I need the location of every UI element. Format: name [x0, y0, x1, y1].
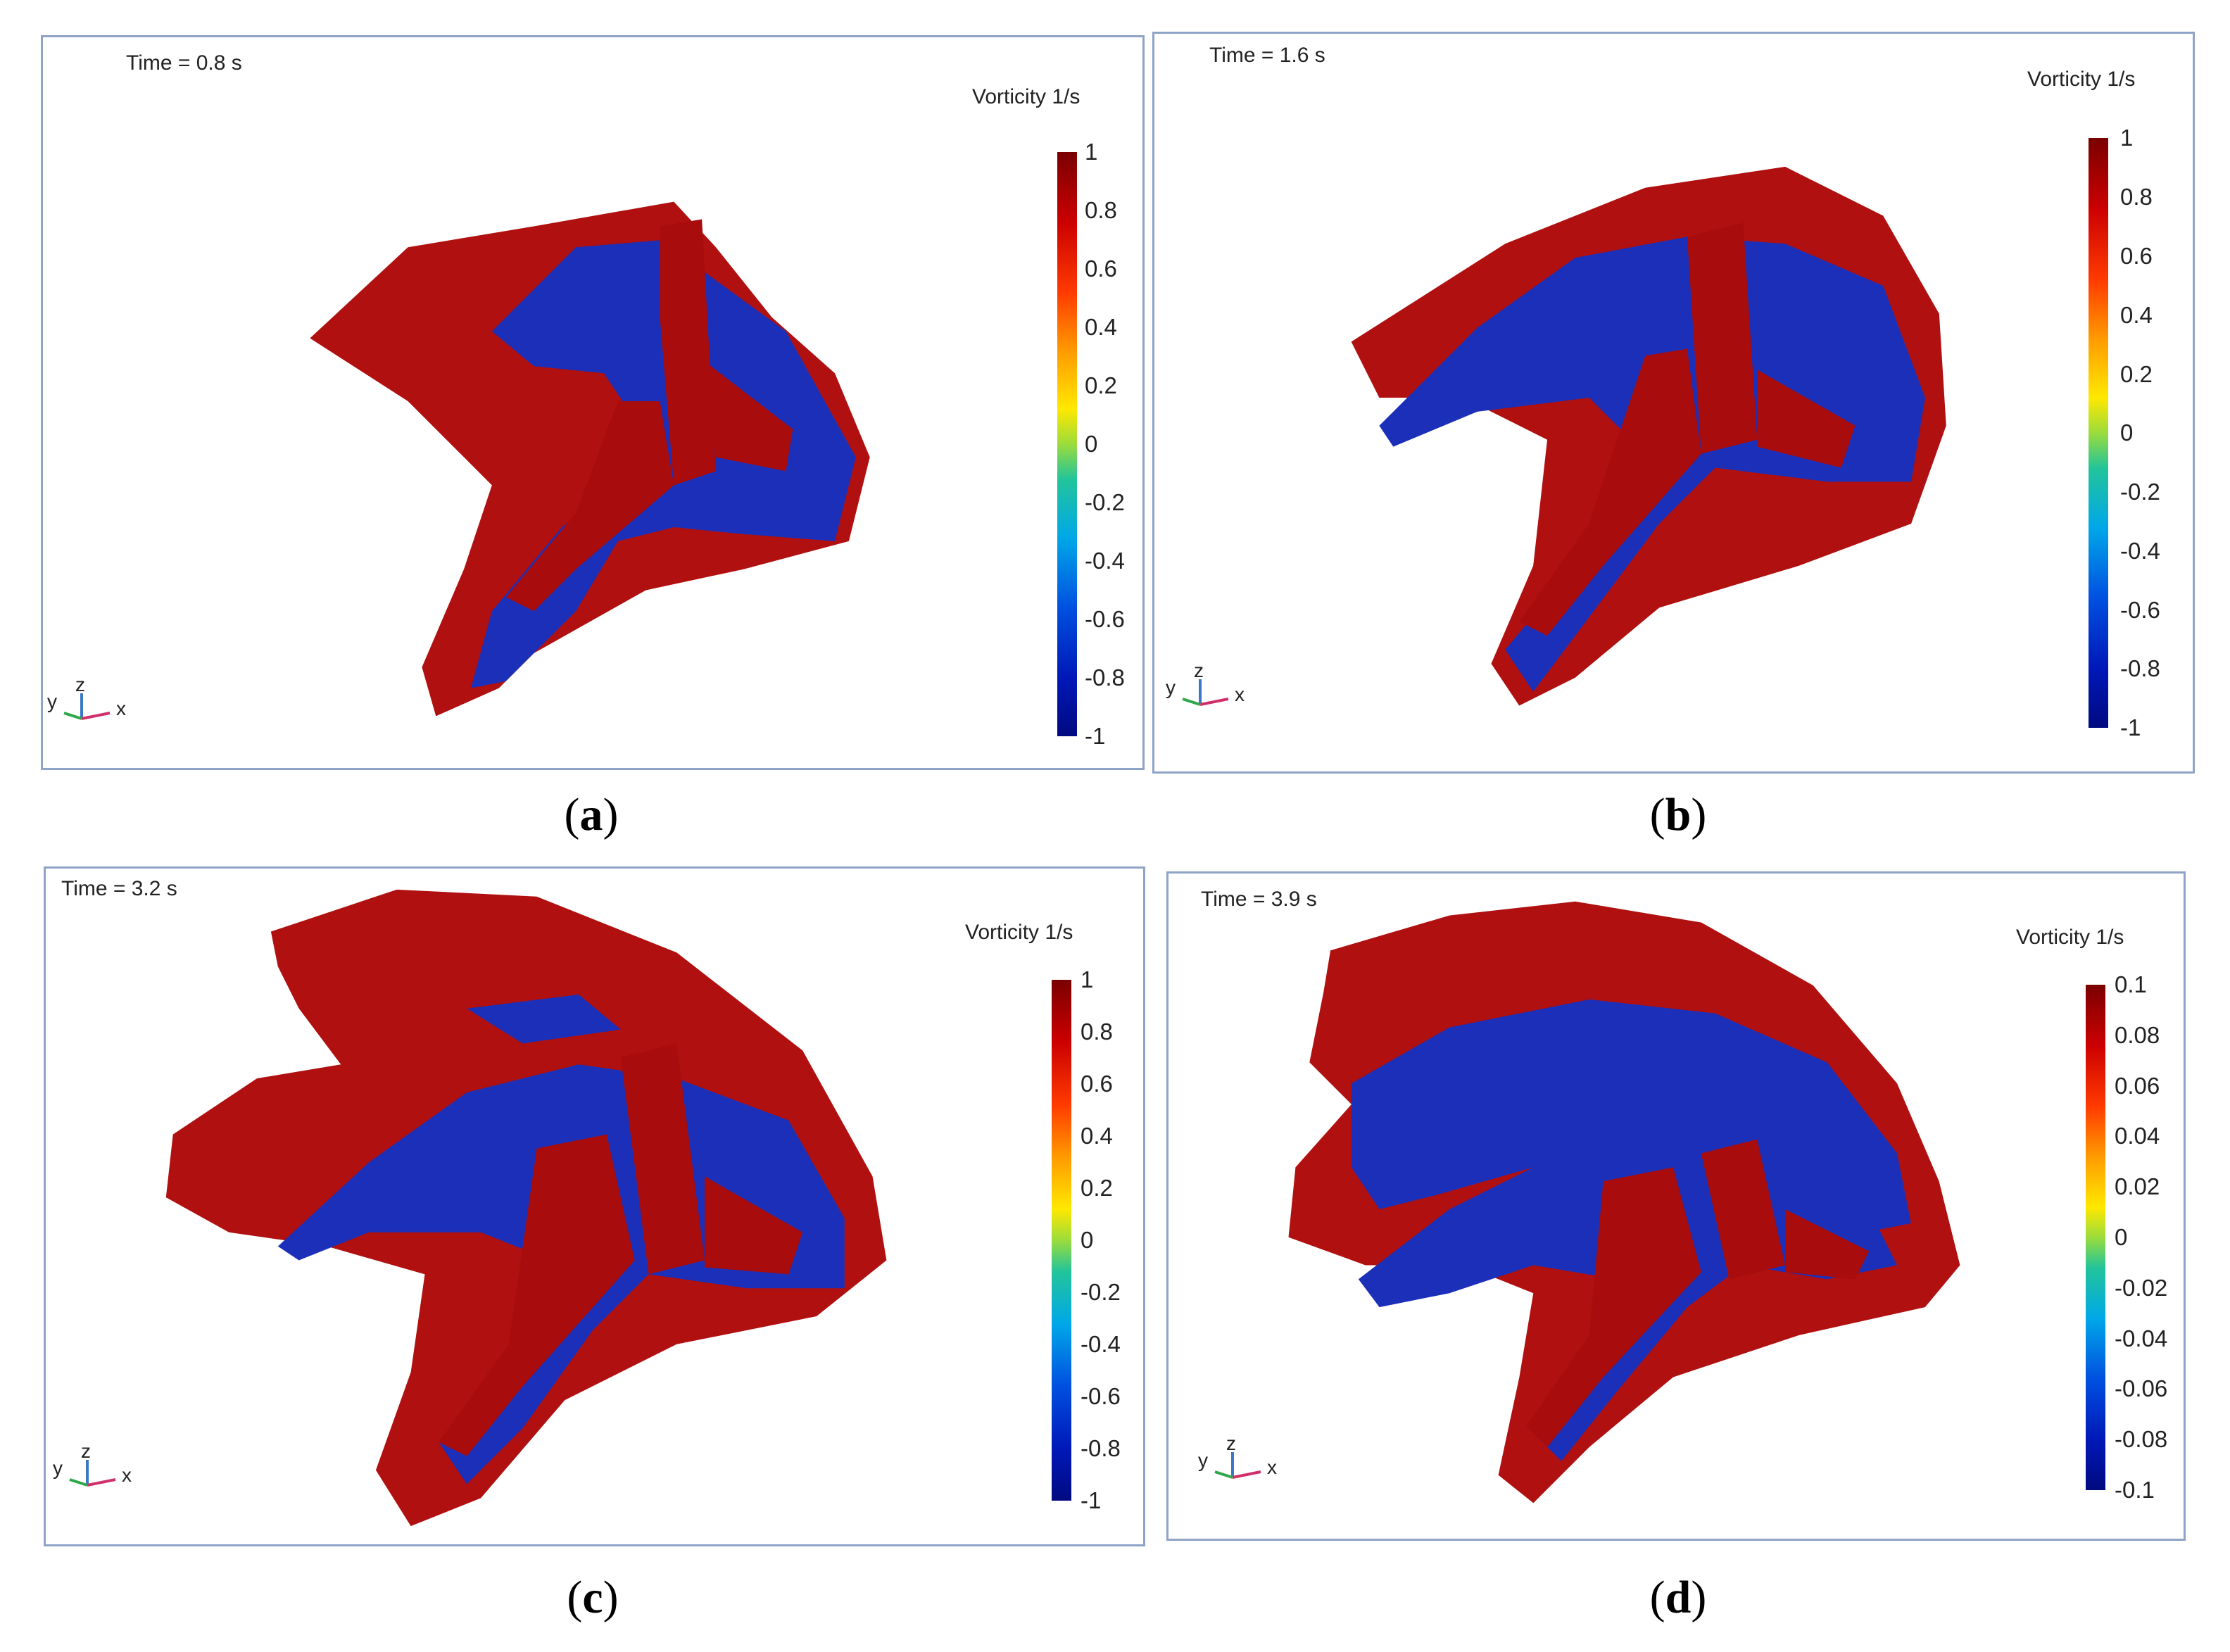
caption-d: (d) — [1649, 1572, 1707, 1623]
colorbar-tick: -1 — [1081, 1487, 1102, 1513]
colorbar-tick: 0 — [2115, 1224, 2128, 1250]
colorbar-tick: 0 — [1081, 1227, 1094, 1253]
colorbar-title: Vorticity 1/s — [2016, 926, 2124, 949]
axis-z-label: z — [1226, 1432, 1236, 1454]
axis-z-label: z — [75, 674, 85, 695]
colorbar-tick: 0.04 — [2115, 1123, 2160, 1149]
axes-triad: y z x — [1194, 1432, 1285, 1486]
colorbar — [2089, 138, 2108, 728]
colorbar-tick: 0.8 — [1085, 197, 1117, 223]
panel-c: Time = 3.2 s Vorticity 1/s 1 0.8 0.6 0.4… — [44, 866, 1145, 1546]
axis-x-label: x — [1235, 683, 1245, 705]
colorbar-title: Vorticity 1/s — [965, 921, 1073, 944]
colorbar-tick: -0.6 — [1081, 1383, 1121, 1409]
axis-x-label: x — [122, 1464, 132, 1486]
colorbar-tick: -1 — [2120, 714, 2141, 740]
colorbar-tick: -0.02 — [2115, 1275, 2168, 1301]
colorbar-tick: -0.6 — [1085, 606, 1125, 632]
caption-c: (c) — [567, 1572, 619, 1623]
colorbar-tick: -0.04 — [2115, 1325, 2168, 1351]
axes-triad: y z x — [43, 674, 134, 727]
time-label: Time = 1.6 s — [1209, 44, 1325, 67]
axes-triad-icon — [63, 693, 111, 720]
colorbar-tick: -0.1 — [2115, 1477, 2155, 1503]
colorbar-tick: 0.2 — [2120, 361, 2153, 387]
colorbar-tick: 0 — [1085, 431, 1098, 457]
colorbar-tick: -0.08 — [2115, 1426, 2168, 1452]
colorbar-tick: 1 — [1085, 139, 1098, 165]
colorbar — [1052, 980, 1071, 1501]
caption-b: (b) — [1649, 789, 1707, 840]
caption-a: (a) — [564, 789, 619, 840]
axes-triad: y z x — [1161, 660, 1253, 713]
colorbar-tick: -0.4 — [2120, 538, 2160, 564]
colorbar-tick: 0.6 — [2120, 243, 2153, 269]
colorbar-tick: 0.2 — [1085, 372, 1117, 398]
colorbar-tick: -0.8 — [1085, 664, 1125, 691]
axis-x-label: x — [1267, 1456, 1277, 1478]
panel-a: Time = 0.8 s Vorticity 1/s 1 0.8 0.6 0.4… — [41, 35, 1145, 770]
colorbar-tick: -0.06 — [2115, 1375, 2168, 1401]
vorticity-isosurface-d — [1288, 901, 1960, 1503]
time-label: Time = 3.9 s — [1201, 888, 1317, 911]
colorbar-tick: 1 — [1081, 966, 1094, 992]
colorbar-tick: -0.2 — [1081, 1279, 1121, 1305]
time-label: Time = 3.2 s — [61, 877, 177, 900]
colorbar-tick: 0.8 — [1081, 1019, 1113, 1045]
colorbar — [1057, 152, 1077, 736]
colorbar-tick: -0.4 — [1081, 1331, 1121, 1357]
colorbar-tick: 0.6 — [1085, 256, 1117, 282]
colorbar-tick: -0.2 — [2120, 479, 2160, 505]
panel-b: Time = 1.6 s Vorticity 1/s 1 0.8 0.6 0.4… — [1152, 32, 2195, 774]
vorticity-isosurface-b — [1351, 166, 1946, 706]
colorbar-tick: -0.8 — [1081, 1435, 1121, 1461]
colorbar-title: Vorticity 1/s — [2027, 68, 2136, 91]
axes-triad-icon — [1182, 679, 1229, 706]
axis-z-label: z — [81, 1440, 91, 1462]
axis-y-label: y — [1166, 676, 1176, 698]
colorbar-tick: 0.4 — [1085, 314, 1117, 340]
colorbar-tick: -0.2 — [1085, 489, 1125, 515]
axis-z-label: z — [1194, 660, 1204, 681]
colorbar-tick: 0.1 — [2115, 971, 2147, 997]
colorbar-tick: 1 — [2120, 125, 2134, 151]
colorbar-tick: 0.4 — [1081, 1123, 1113, 1149]
vorticity-isosurface-c — [165, 889, 887, 1527]
vorticity-isosurface-a — [310, 201, 870, 717]
colorbar-tick: 0.02 — [2115, 1173, 2160, 1199]
colorbar-tick: -1 — [1085, 723, 1106, 749]
time-label: Time = 0.8 s — [126, 51, 242, 75]
colorbar-tick: 0 — [2120, 420, 2134, 446]
axis-y-label: y — [53, 1457, 63, 1479]
axes-triad-icon — [1214, 1452, 1261, 1479]
axes-triad: y z x — [49, 1440, 140, 1494]
colorbar-tick: 0.2 — [1081, 1175, 1113, 1201]
colorbar-tick: 0.06 — [2115, 1073, 2160, 1099]
colorbar-tick: -0.8 — [2120, 655, 2160, 681]
colorbar — [2086, 985, 2105, 1490]
colorbar-tick: 0.6 — [1081, 1071, 1113, 1097]
colorbar-title: Vorticity 1/s — [972, 85, 1081, 108]
colorbar-tick: -0.6 — [2120, 597, 2160, 623]
colorbar-tick: 0.4 — [2120, 302, 2153, 328]
axis-y-label: y — [1198, 1449, 1208, 1471]
axis-y-label: y — [47, 691, 57, 712]
panel-d: Time = 3.9 s Vorticity 1/s 0.1 0.08 0.06… — [1166, 871, 2186, 1541]
colorbar-tick: 0.08 — [2115, 1022, 2160, 1048]
colorbar-tick: -0.4 — [1085, 548, 1125, 574]
axes-triad-icon — [69, 1460, 116, 1487]
colorbar-tick: 0.8 — [2120, 184, 2153, 210]
axis-x-label: x — [116, 698, 126, 719]
